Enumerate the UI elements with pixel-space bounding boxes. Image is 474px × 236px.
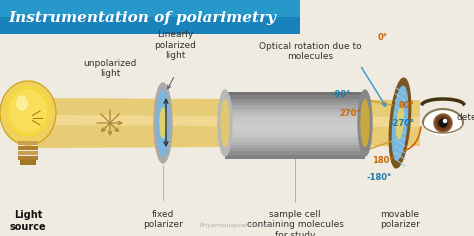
Circle shape: [434, 114, 452, 132]
Text: -180°: -180°: [366, 173, 392, 181]
FancyBboxPatch shape: [225, 142, 365, 145]
FancyBboxPatch shape: [225, 92, 365, 96]
Text: Priyamstudycentre.com: Priyamstudycentre.com: [200, 223, 274, 228]
FancyBboxPatch shape: [225, 138, 365, 142]
FancyBboxPatch shape: [225, 105, 365, 109]
Ellipse shape: [424, 111, 462, 135]
Ellipse shape: [2, 84, 54, 146]
FancyBboxPatch shape: [18, 151, 38, 155]
Ellipse shape: [218, 90, 232, 156]
Text: 90°: 90°: [399, 101, 415, 110]
Ellipse shape: [358, 90, 372, 156]
Text: Linearly
polarized
light: Linearly polarized light: [154, 30, 196, 60]
Text: unpolarized
light: unpolarized light: [83, 59, 137, 78]
FancyBboxPatch shape: [225, 152, 365, 155]
Text: 270°: 270°: [339, 109, 361, 118]
Text: -270°: -270°: [389, 119, 415, 128]
Text: Light
source: Light source: [9, 210, 46, 232]
Ellipse shape: [6, 86, 50, 136]
FancyBboxPatch shape: [0, 0, 300, 17]
FancyBboxPatch shape: [225, 135, 365, 139]
Polygon shape: [38, 115, 420, 127]
FancyBboxPatch shape: [225, 109, 365, 112]
FancyBboxPatch shape: [225, 145, 365, 149]
Ellipse shape: [157, 90, 169, 156]
Text: -90°: -90°: [332, 90, 351, 99]
FancyBboxPatch shape: [225, 125, 365, 129]
Circle shape: [439, 119, 447, 127]
Ellipse shape: [389, 78, 410, 168]
Circle shape: [436, 116, 450, 130]
Polygon shape: [0, 81, 56, 145]
FancyBboxPatch shape: [18, 156, 38, 160]
FancyBboxPatch shape: [225, 115, 365, 119]
FancyBboxPatch shape: [225, 128, 365, 132]
Text: Optical rotation due to
molecules: Optical rotation due to molecules: [259, 42, 361, 61]
Ellipse shape: [17, 96, 27, 110]
Text: Instrumentation of polarimetry: Instrumentation of polarimetry: [8, 11, 276, 25]
Text: 0°: 0°: [378, 33, 388, 42]
FancyBboxPatch shape: [225, 118, 365, 122]
Ellipse shape: [392, 86, 408, 160]
FancyBboxPatch shape: [20, 160, 36, 165]
FancyBboxPatch shape: [0, 0, 300, 34]
FancyBboxPatch shape: [225, 132, 365, 135]
Ellipse shape: [221, 100, 229, 146]
Text: fixed
polarizer: fixed polarizer: [143, 210, 183, 229]
Polygon shape: [38, 98, 420, 148]
FancyBboxPatch shape: [225, 99, 365, 102]
Ellipse shape: [397, 107, 403, 139]
Ellipse shape: [10, 90, 46, 132]
Text: sample cell
containing molecules
for study: sample cell containing molecules for stu…: [246, 210, 344, 236]
FancyBboxPatch shape: [18, 141, 38, 145]
FancyBboxPatch shape: [18, 146, 38, 150]
Text: movable
polarizer: movable polarizer: [380, 210, 420, 229]
Text: 180°: 180°: [372, 156, 394, 165]
FancyBboxPatch shape: [225, 148, 365, 152]
Text: detector: detector: [457, 114, 474, 122]
FancyBboxPatch shape: [225, 122, 365, 126]
FancyBboxPatch shape: [225, 95, 365, 99]
FancyBboxPatch shape: [225, 102, 365, 106]
Ellipse shape: [423, 110, 463, 136]
Ellipse shape: [160, 108, 166, 138]
Ellipse shape: [361, 100, 369, 146]
Ellipse shape: [154, 83, 172, 163]
Circle shape: [444, 119, 447, 122]
FancyBboxPatch shape: [225, 112, 365, 116]
FancyBboxPatch shape: [225, 155, 365, 159]
